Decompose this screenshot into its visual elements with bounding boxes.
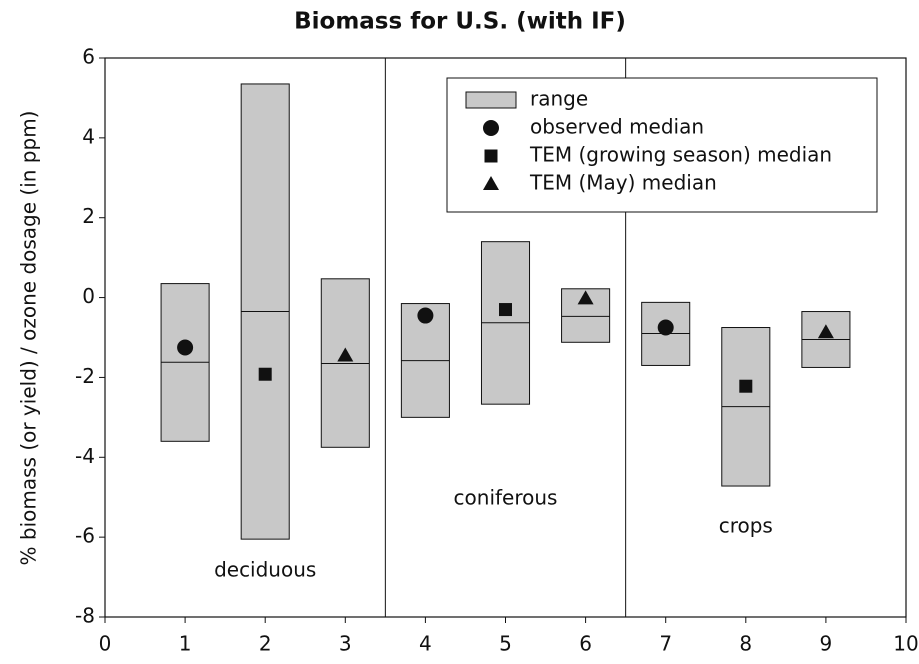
x-tick-label: 10 [893, 632, 918, 656]
x-tick-label: 9 [820, 632, 833, 656]
chart-title: Biomass for U.S. (with IF) [294, 9, 626, 35]
x-tick-label: 5 [499, 632, 512, 656]
median-marker [577, 290, 594, 305]
x-tick-label: 1 [179, 632, 192, 656]
y-tick-label: 6 [82, 45, 95, 69]
group-label: deciduous [214, 558, 316, 582]
median-marker [499, 303, 512, 317]
x-tick-label: 0 [99, 632, 112, 656]
legend-box [446, 77, 878, 213]
y-tick-label: -4 [75, 444, 95, 468]
x-tick-label: 4 [419, 632, 432, 656]
range-box [561, 288, 611, 343]
x-tick-label: 7 [659, 632, 672, 656]
legend-label: range [530, 87, 588, 111]
legend-label: observed median [530, 115, 704, 139]
y-tick-label: 2 [82, 204, 95, 228]
median-marker [739, 379, 753, 393]
x-tick-label: 3 [339, 632, 352, 656]
median-marker [817, 324, 834, 339]
y-tick-label: 4 [82, 124, 95, 148]
group-label: crops [719, 514, 773, 538]
y-tick-label: -8 [75, 604, 95, 628]
y-tick-label: -2 [75, 364, 95, 388]
median-marker [258, 367, 272, 381]
y-tick-label: 0 [82, 284, 95, 308]
x-tick-label: 6 [579, 632, 592, 656]
y-tick-label: -6 [75, 524, 95, 548]
x-tick-label: 8 [739, 632, 752, 656]
group-label: coniferous [454, 486, 558, 510]
median-marker [657, 319, 674, 336]
median-marker [417, 307, 434, 324]
legend-marker [484, 149, 498, 163]
median-marker [177, 339, 194, 356]
y-axis-label: % biomass (or yield) / ozone dosage (in … [17, 111, 41, 566]
median-marker [337, 347, 354, 362]
x-tick-label: 2 [259, 632, 272, 656]
legend-marker [483, 120, 499, 136]
legend-label: TEM (May) median [529, 171, 717, 195]
legend-marker [483, 176, 499, 190]
legend-label: TEM (growing season) median [529, 143, 832, 167]
legend-swatch [465, 91, 517, 109]
